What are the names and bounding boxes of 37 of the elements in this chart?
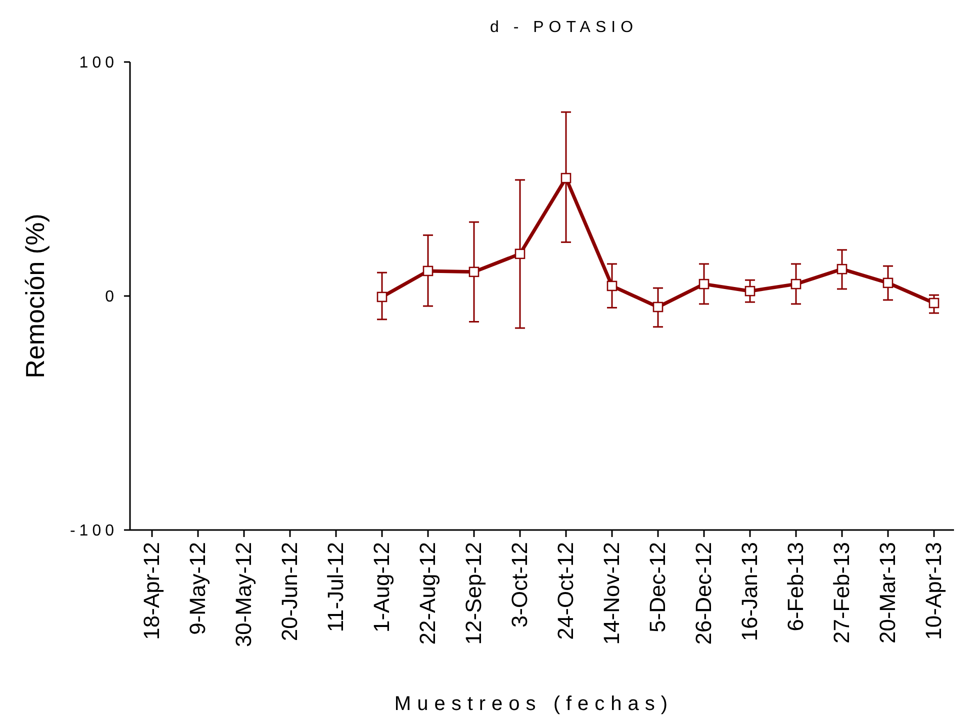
point	[376, 292, 388, 302]
x-tick-label: 14-Nov-12	[599, 542, 624, 645]
x-tick-label: 5-Dec-12	[645, 542, 670, 632]
x-tick-label: 1-Aug-12	[369, 542, 394, 633]
x-tick-label: 20-Jun-12	[277, 542, 302, 642]
x-tick-label: 24-Oct-12	[553, 542, 578, 640]
point	[790, 278, 802, 290]
point	[422, 266, 434, 276]
x-tick-label: 22-Aug-12	[415, 542, 440, 645]
x-tick-label: 12-Sep-12	[461, 542, 486, 645]
point	[560, 172, 572, 184]
x-tick-label: 27-Feb-13	[829, 542, 854, 644]
point	[514, 248, 526, 260]
point	[468, 266, 480, 278]
x-tick-label: 6-Feb-13	[783, 542, 808, 632]
x-tick-label: 30-May-12	[231, 542, 256, 648]
y-tick-label: 100	[79, 54, 118, 72]
point	[698, 278, 710, 290]
x-tick-label: 10-Apr-13	[921, 542, 946, 640]
x-tick-label: 20-Mar-13	[875, 542, 900, 644]
x-tick-label: 26-Dec-12	[691, 542, 716, 645]
point	[836, 264, 848, 274]
point	[606, 280, 618, 292]
x-tick-label: 3-Oct-12	[507, 542, 532, 628]
y-tick-label: -100	[70, 522, 118, 540]
chart-title: d - POTASIO	[490, 19, 638, 36]
point	[744, 286, 756, 296]
x-tick-label: 18-Apr-12	[139, 542, 164, 640]
y-axis-title: Remoción (%)	[20, 214, 50, 378]
point	[652, 302, 664, 312]
point	[882, 278, 894, 288]
x-axis-title: Muestreos (fechas)	[394, 693, 674, 715]
y-tick-label: 0	[105, 288, 118, 306]
x-tick-label: 11-Jul-12	[323, 542, 348, 632]
x-tick-label: 9-May-12	[185, 542, 210, 635]
x-tick-label: 16-Jan-13	[737, 542, 762, 642]
point	[928, 298, 940, 308]
